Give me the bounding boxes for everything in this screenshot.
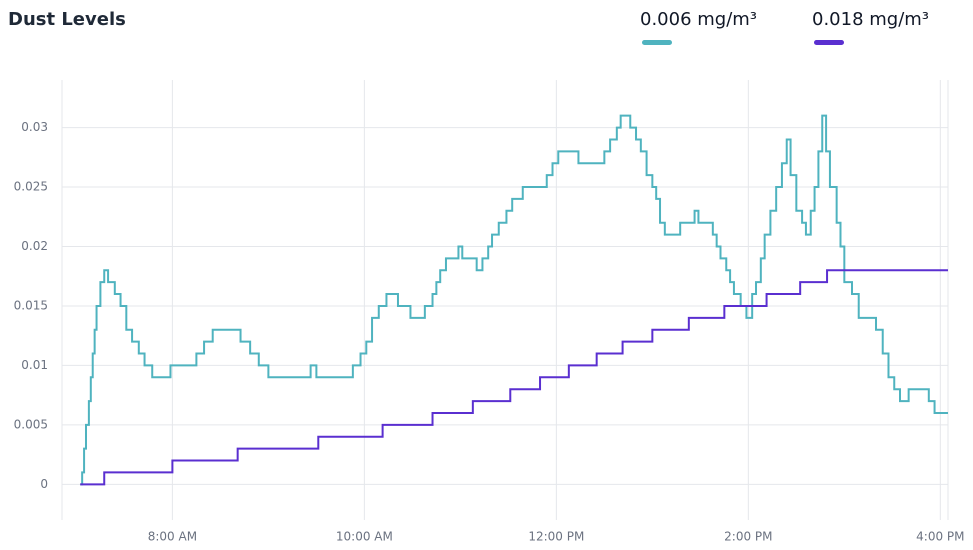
- y-tick-label: 0.01: [21, 358, 48, 372]
- y-tick-label: 0.015: [14, 298, 48, 312]
- legend-swatch: [814, 40, 844, 45]
- y-tick-label: 0.02: [21, 239, 48, 253]
- x-tick-label: 12:00 PM: [528, 530, 584, 544]
- y-tick-label: 0: [40, 477, 48, 491]
- y-tick-label: 0.03: [21, 120, 48, 134]
- legend-label: 0.018 mg/m³: [812, 9, 929, 30]
- x-tick-label: 8:00 AM: [148, 530, 197, 544]
- chart-title: Dust Levels: [8, 9, 126, 30]
- data-line: [80, 269, 948, 486]
- legend-label: 0.006 mg/m³: [640, 9, 757, 30]
- legend-swatch: [642, 40, 672, 45]
- data-line: [80, 114, 948, 486]
- y-tick-label: 0.025: [14, 180, 48, 194]
- y-tick-label: 0.005: [14, 417, 48, 431]
- x-tick-label: 4:00 PM: [916, 530, 964, 544]
- x-tick-label: 2:00 PM: [724, 530, 772, 544]
- x-tick-label: 10:00 AM: [336, 530, 393, 544]
